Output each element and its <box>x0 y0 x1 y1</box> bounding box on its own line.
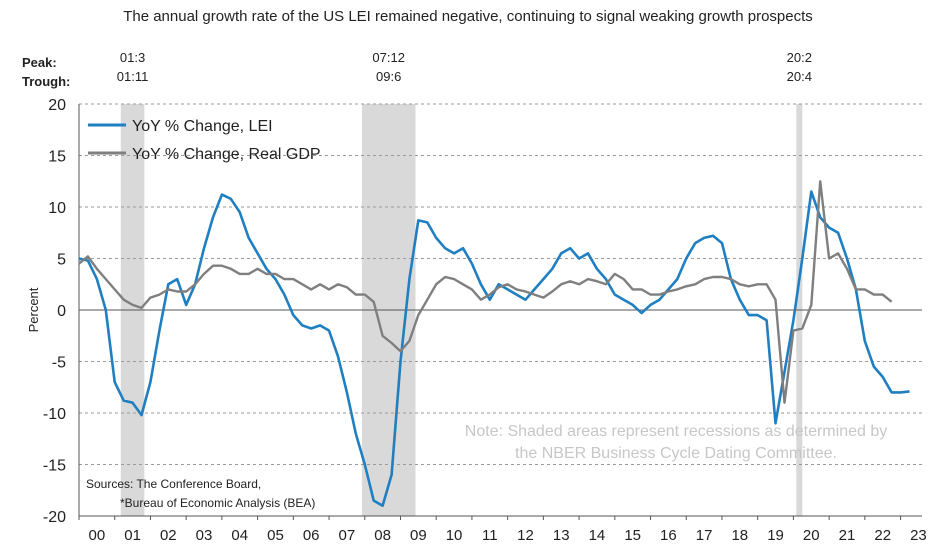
x-tick-label: 08 <box>374 527 391 544</box>
series-line <box>78 180 893 404</box>
y-tick-label: 15 <box>48 149 66 166</box>
y-tick-label: -10 <box>43 406 66 423</box>
x-tick-label: 02 <box>160 527 177 544</box>
recession-peak-date: 07:12 <box>372 50 405 65</box>
x-tick-label: 22 <box>874 527 891 544</box>
x-tick-label: 19 <box>767 527 784 544</box>
x-tick-label: 04 <box>231 527 248 544</box>
y-tick-label: 5 <box>57 252 66 269</box>
x-tick-label: 06 <box>303 527 320 544</box>
x-tick-label: 21 <box>839 527 856 544</box>
peak-label: Peak: <box>22 55 57 70</box>
x-tick-label: 07 <box>339 527 356 544</box>
recession-note: the NBER Business Cycle Dating Committee… <box>515 445 837 462</box>
x-tick-label: 00 <box>89 527 106 544</box>
x-tick-label: 12 <box>517 527 534 544</box>
x-tick-label: 13 <box>553 527 570 544</box>
trough-label: Trough: <box>22 74 70 89</box>
recession-note: Note: Shaded areas represent recessions … <box>465 423 887 440</box>
x-tick-label: 01 <box>124 527 141 544</box>
x-tick-label: 11 <box>482 527 498 544</box>
source-text: *Bureau of Economic Analysis (BEA) <box>120 496 315 510</box>
legend-label: YoY % Change, Real GDP <box>132 146 321 163</box>
x-tick-label: 18 <box>731 527 748 544</box>
y-tick-label: -5 <box>52 355 66 372</box>
x-tick-label: 14 <box>589 527 606 544</box>
y-tick-label: 20 <box>48 97 66 114</box>
x-tick-label: 16 <box>660 527 677 544</box>
x-tick-label: 23 <box>910 527 927 544</box>
x-tick-label: 09 <box>410 527 427 544</box>
legend-label: YoY % Change, LEI <box>132 118 273 135</box>
y-tick-label: -15 <box>43 458 66 475</box>
recession-trough-date: 20:4 <box>787 69 812 84</box>
x-tick-label: 20 <box>803 527 820 544</box>
y-tick-label: 0 <box>57 303 66 320</box>
x-tick-label: 03 <box>196 527 213 544</box>
recession-peak-date: 01:3 <box>120 50 145 65</box>
x-tick-label: 17 <box>696 527 713 544</box>
y-axis-label: Percent <box>26 287 41 332</box>
recession-trough-date: 09:6 <box>376 69 401 84</box>
recession-trough-date: 01:11 <box>117 69 149 84</box>
x-tick-label: 10 <box>446 527 463 544</box>
source-text: Sources: The Conference Board, <box>86 477 261 491</box>
x-tick-label: 05 <box>267 527 284 544</box>
recession-peak-date: 20:2 <box>787 50 812 65</box>
y-tick-label: 10 <box>48 200 66 217</box>
chart-title: The annual growth rate of the US LEI rem… <box>123 8 813 25</box>
x-tick-label: 15 <box>624 527 641 544</box>
y-tick-label: -20 <box>43 509 66 526</box>
